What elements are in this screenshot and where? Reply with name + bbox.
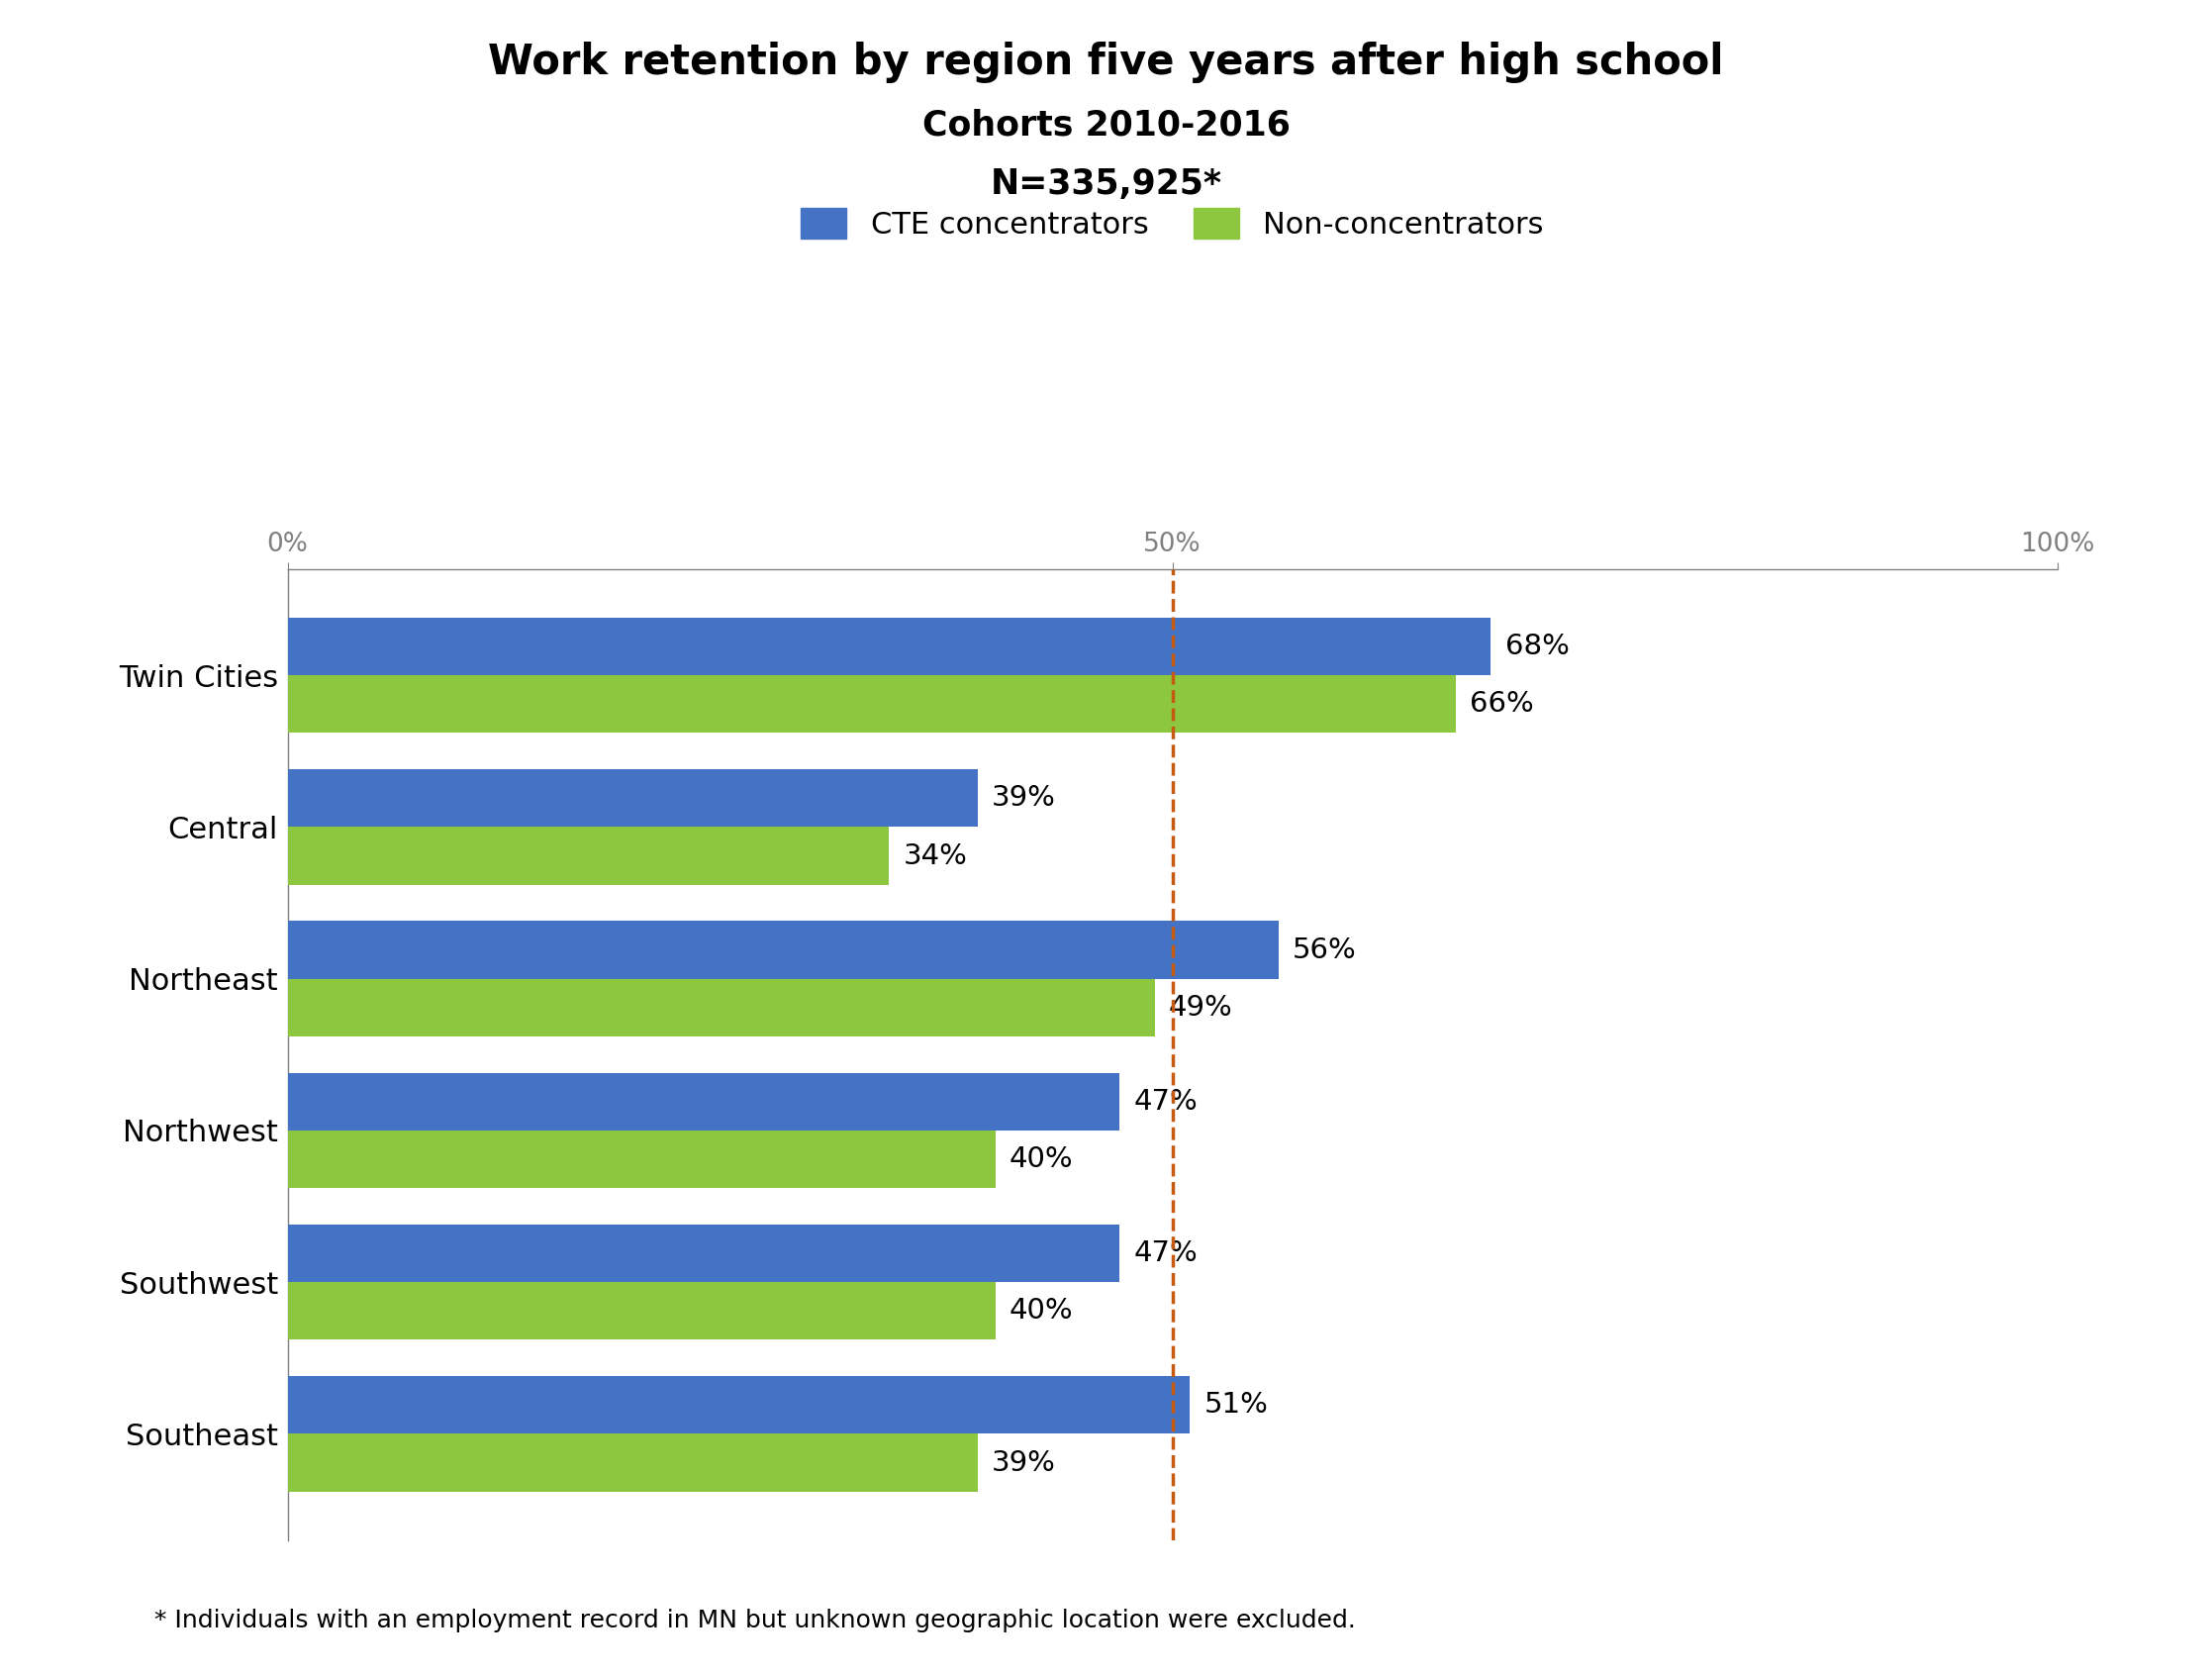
Text: N=335,925*: N=335,925* (991, 167, 1221, 201)
Text: 51%: 51% (1203, 1391, 1267, 1420)
Bar (288, 1435, 978, 1492)
Legend: CTE concentrators, Non-concentrators: CTE concentrators, Non-concentrators (790, 196, 1555, 251)
Bar (288, 1282, 995, 1339)
Text: 34%: 34% (902, 842, 967, 870)
Text: 56%: 56% (1292, 936, 1356, 964)
Bar (288, 1225, 1119, 1282)
Bar (288, 1130, 995, 1189)
Text: Work retention by region five years after high school: Work retention by region five years afte… (489, 42, 1723, 84)
Bar (288, 618, 1491, 675)
Bar (288, 979, 1155, 1036)
Text: Cohorts 2010-2016: Cohorts 2010-2016 (922, 109, 1290, 142)
Bar (288, 675, 1455, 733)
Text: 49%: 49% (1168, 994, 1232, 1021)
Text: 68%: 68% (1504, 633, 1568, 660)
Text: 39%: 39% (991, 1450, 1055, 1476)
Bar (288, 1073, 1119, 1130)
Text: 47%: 47% (1133, 1088, 1197, 1115)
Text: * Individuals with an employment record in MN but unknown geographic location we: * Individuals with an employment record … (155, 1609, 1356, 1632)
Bar (288, 1376, 1190, 1435)
Bar (288, 770, 978, 827)
Bar (288, 921, 1279, 979)
Text: 47%: 47% (1133, 1239, 1197, 1267)
Text: 40%: 40% (1009, 1145, 1073, 1173)
Text: 39%: 39% (991, 785, 1055, 812)
Text: 66%: 66% (1469, 690, 1533, 718)
Bar (288, 827, 889, 884)
Text: 40%: 40% (1009, 1297, 1073, 1324)
